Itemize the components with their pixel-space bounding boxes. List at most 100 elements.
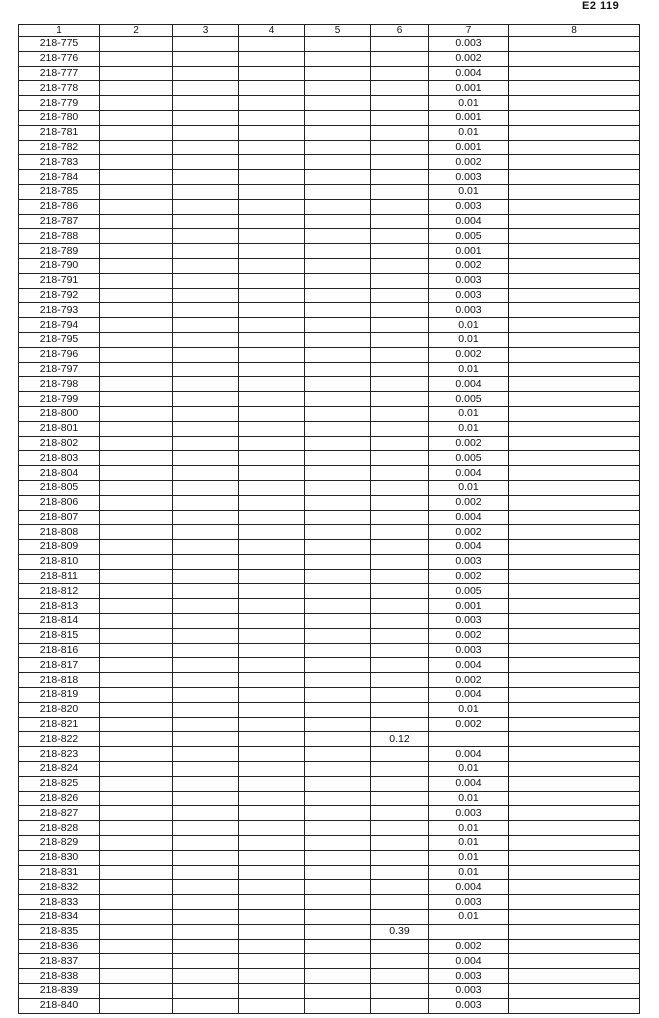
cell-col-7: 0.01: [428, 849, 509, 866]
cell-col-6: [370, 302, 429, 319]
column-header-7: 7: [428, 24, 509, 37]
cell-col-7: 0.003: [428, 642, 509, 659]
row-id-cell: 218-806: [18, 494, 100, 511]
column-header-5: 5: [304, 24, 371, 37]
table-row: 218-801 0.01: [18, 420, 640, 437]
table-row: 218-799 0.005: [18, 391, 640, 407]
row-id-cell: 218-824: [18, 761, 100, 777]
cell-col-3: [172, 65, 239, 82]
cell-col-5: [304, 953, 371, 970]
table-row: 218-830 0.01: [18, 849, 640, 866]
cell-col-8: [508, 139, 640, 156]
cell-col-7: 0.002: [428, 627, 509, 644]
cell-col-8: [508, 923, 640, 940]
cell-col-7: 0.003: [428, 302, 509, 319]
cell-col-5: [304, 731, 371, 748]
cell-col-6: [370, 524, 429, 541]
cell-col-4: [238, 243, 305, 259]
cell-col-8: [508, 983, 640, 999]
cell-col-7: 0.001: [428, 139, 509, 156]
row-id-cell: 218-807: [18, 509, 100, 526]
cell-col-2: [99, 361, 173, 378]
cell-col-6: [370, 983, 429, 999]
cell-col-8: [508, 272, 640, 289]
row-id-cell: 218-830: [18, 849, 100, 866]
column-header-8: 8: [508, 24, 640, 37]
cell-col-4: [238, 494, 305, 511]
cell-col-2: [99, 405, 173, 422]
cell-col-2: [99, 879, 173, 896]
cell-col-4: [238, 953, 305, 970]
cell-col-3: [172, 997, 239, 1014]
table-row: 218-839 0.003: [18, 983, 640, 999]
cell-col-2: [99, 568, 173, 585]
table-row: 218-833 0.003: [18, 894, 640, 911]
cell-col-6: [370, 36, 429, 52]
table-row: 218-837 0.004: [18, 953, 640, 970]
cell-col-8: [508, 864, 640, 881]
cell-col-8: [508, 36, 640, 52]
table-row: 218-777 0.004: [18, 65, 640, 82]
cell-col-5: [304, 968, 371, 984]
row-id-cell: 218-801: [18, 420, 100, 437]
cell-col-2: [99, 109, 173, 126]
cell-col-8: [508, 420, 640, 437]
table-row: 218-834 0.01: [18, 909, 640, 925]
cell-col-2: [99, 287, 173, 304]
cell-col-2: [99, 953, 173, 970]
table-row: 218-815 0.002: [18, 627, 640, 644]
cell-col-6: [370, 968, 429, 984]
cell-col-7: 0.003: [428, 805, 509, 822]
cell-col-4: [238, 613, 305, 629]
cell-col-8: [508, 494, 640, 511]
cell-col-5: [304, 775, 371, 792]
cell-col-2: [99, 835, 173, 851]
table-row: 218-804 0.004: [18, 465, 640, 481]
cell-col-8: [508, 583, 640, 600]
cell-col-6: [370, 746, 429, 763]
cell-col-8: [508, 894, 640, 911]
cell-col-4: [238, 716, 305, 733]
cell-col-8: [508, 687, 640, 703]
row-id-cell: 218-792: [18, 287, 100, 304]
cell-col-7: 0.004: [428, 509, 509, 526]
column-header-4: 4: [238, 24, 305, 37]
cell-col-2: [99, 376, 173, 393]
cell-col-4: [238, 731, 305, 748]
row-id-cell: 218-826: [18, 790, 100, 807]
cell-col-6: [370, 243, 429, 259]
cell-col-8: [508, 465, 640, 481]
cell-col-5: [304, 95, 371, 111]
row-id-cell: 218-815: [18, 627, 100, 644]
cell-col-7: 0.004: [428, 65, 509, 82]
cell-col-2: [99, 391, 173, 407]
cell-col-7: 0.002: [428, 568, 509, 585]
row-id-cell: 218-825: [18, 775, 100, 792]
cell-col-4: [238, 539, 305, 555]
row-id-cell: 218-827: [18, 805, 100, 822]
cell-col-3: [172, 938, 239, 955]
row-id-cell: 218-831: [18, 864, 100, 881]
row-id-cell: 218-819: [18, 687, 100, 703]
cell-col-7: 0.004: [428, 213, 509, 230]
table-row: 218-822 0.12: [18, 731, 640, 748]
table-row: 218-821 0.002: [18, 716, 640, 733]
cell-col-5: [304, 687, 371, 703]
cell-col-7: 0.01: [428, 701, 509, 718]
row-id-cell: 218-837: [18, 953, 100, 970]
cell-col-7: 0.01: [428, 790, 509, 807]
row-id-cell: 218-833: [18, 894, 100, 911]
cell-col-6: [370, 272, 429, 289]
cell-col-3: [172, 450, 239, 467]
table-row: 218-814 0.003: [18, 613, 640, 629]
cell-col-8: [508, 775, 640, 792]
cell-col-7: 0.003: [428, 169, 509, 185]
cell-col-7: 0.01: [428, 420, 509, 437]
cell-col-7: 0.004: [428, 775, 509, 792]
cell-col-4: [238, 50, 305, 67]
cell-col-8: [508, 391, 640, 407]
cell-col-7: 0.002: [428, 50, 509, 67]
cell-col-5: [304, 124, 371, 141]
cell-col-3: [172, 198, 239, 215]
row-id-cell: 218-823: [18, 746, 100, 763]
